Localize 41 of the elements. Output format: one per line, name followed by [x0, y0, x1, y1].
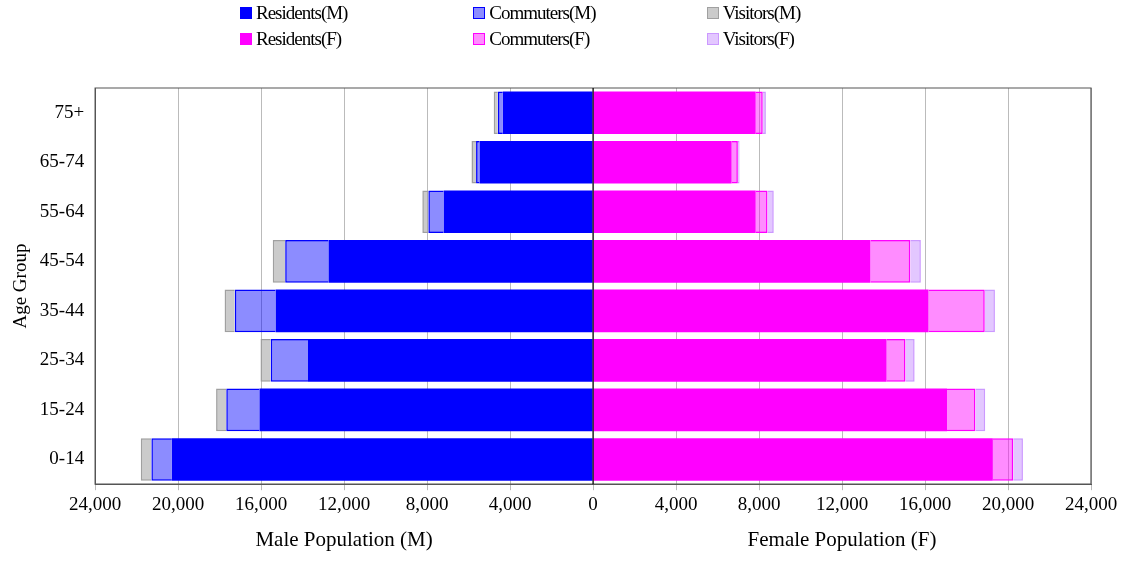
x-tick-label: 4,000: [488, 492, 532, 514]
y-tick-label: 55-64: [39, 199, 85, 221]
bar: [272, 240, 286, 283]
bar: [224, 289, 235, 333]
bar: [471, 140, 477, 184]
bar: [984, 289, 995, 333]
y-tick-label: 15-24: [39, 397, 85, 419]
bar: [502, 91, 593, 135]
y-tick-label: 35-44: [39, 298, 85, 320]
x-tick-label: 4,000: [654, 492, 698, 514]
legend-label: Commuters(F): [489, 28, 590, 50]
bar: [975, 388, 986, 432]
x-tick-label: 8,000: [405, 492, 449, 514]
x-tick-label: 0: [588, 492, 598, 514]
x-tick-label: 20,000: [981, 492, 1035, 514]
x-tick-label: 16,000: [234, 492, 288, 514]
legend-label: Residents(M): [256, 2, 348, 24]
x-tick-label: 12,000: [317, 492, 371, 514]
x-tick-label: 24,000: [1064, 492, 1118, 514]
y-axis-title: Age Group: [9, 243, 31, 329]
x-tick-label: 8,000: [737, 492, 781, 514]
y-tick-label: 75+: [54, 100, 85, 122]
x-tick-label: 16,000: [898, 492, 952, 514]
text: Male Population (M): [255, 527, 433, 552]
x-tick-label: 24,000: [69, 492, 122, 514]
y-tick-label: 0-14: [49, 447, 85, 469]
legend-label: Visitors(F): [722, 28, 794, 50]
y-tick-label: 25-34: [39, 348, 85, 370]
y-tick-label: 65-74: [39, 150, 85, 172]
bar: [216, 388, 227, 432]
text: Female Population (F): [747, 527, 937, 552]
y-tick-label: 45-54: [39, 249, 85, 271]
legend-label: Residents(F): [256, 28, 342, 50]
bar: [140, 438, 152, 481]
bar: [479, 140, 593, 184]
bar: [260, 339, 271, 382]
x-tick-label: 20,000: [151, 492, 205, 514]
bar: [905, 339, 915, 382]
legend-label: Commuters(M): [489, 2, 596, 24]
legend-label: Visitors(M): [722, 2, 801, 24]
x-tick-label: 12,000: [815, 492, 869, 514]
